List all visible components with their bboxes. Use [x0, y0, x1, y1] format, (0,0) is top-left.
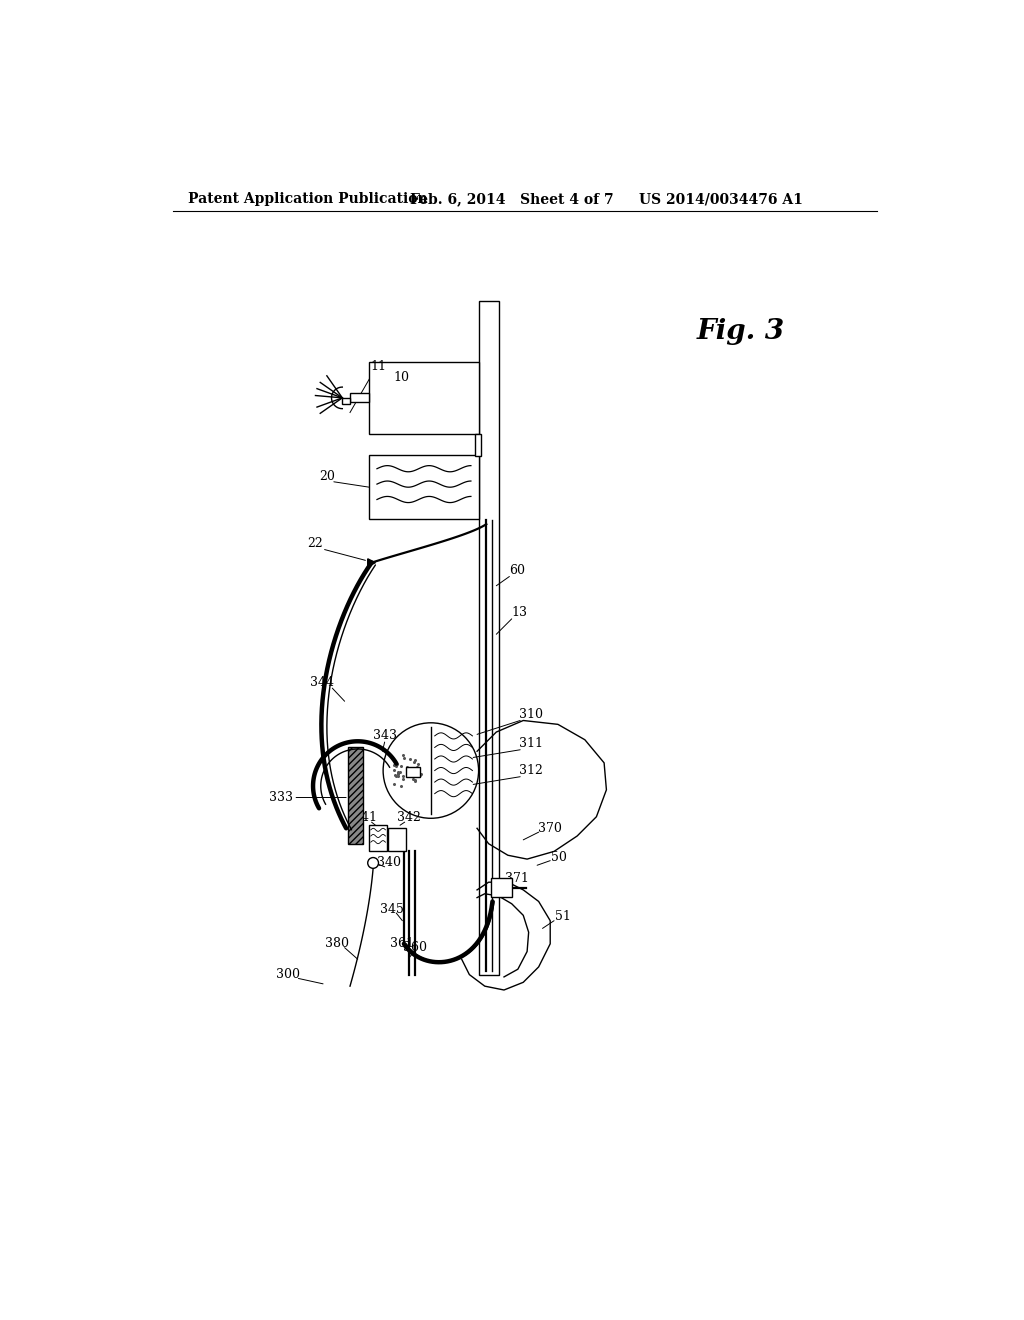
Bar [407, 767, 420, 777]
Text: 10: 10 [393, 371, 410, 384]
Text: 20: 20 [318, 470, 335, 483]
Text: 300: 300 [276, 968, 300, 981]
Text: 60: 60 [509, 564, 525, 577]
Text: 11: 11 [371, 360, 386, 372]
Text: 341: 341 [353, 810, 378, 824]
Text: 344: 344 [309, 676, 334, 689]
Text: 51: 51 [555, 911, 571, 924]
Text: 312: 312 [519, 764, 543, 777]
Text: Feb. 6, 2014   Sheet 4 of 7: Feb. 6, 2014 Sheet 4 of 7 [410, 193, 613, 206]
Bar [348, 747, 364, 843]
Text: 342: 342 [397, 810, 421, 824]
Bar [478, 301, 499, 974]
Polygon shape [368, 558, 376, 566]
Circle shape [368, 858, 379, 869]
Text: 370: 370 [539, 822, 562, 834]
Text: 380: 380 [325, 937, 349, 950]
Text: 360: 360 [403, 941, 427, 954]
Text: 310: 310 [519, 708, 543, 721]
Text: 371: 371 [505, 871, 529, 884]
Text: 311: 311 [519, 737, 543, 750]
Bar [370, 363, 478, 434]
Bar [475, 434, 481, 455]
Bar [342, 397, 350, 404]
Text: Fig. 3: Fig. 3 [696, 318, 784, 345]
Circle shape [383, 723, 478, 818]
Bar [388, 829, 407, 851]
Text: 50: 50 [551, 851, 566, 865]
Text: Patent Application Publication: Patent Application Publication [188, 193, 428, 206]
Text: US 2014/0034476 A1: US 2014/0034476 A1 [639, 193, 803, 206]
Bar [350, 393, 370, 403]
Text: 361: 361 [389, 937, 414, 950]
Text: 345: 345 [381, 903, 404, 916]
Bar [490, 878, 512, 896]
Text: 13: 13 [511, 606, 527, 619]
Text: 343: 343 [373, 730, 396, 742]
Bar [370, 825, 387, 851]
Bar [370, 455, 478, 519]
Text: 22: 22 [307, 537, 324, 550]
Text: 340: 340 [377, 855, 401, 869]
Text: 333: 333 [268, 791, 293, 804]
